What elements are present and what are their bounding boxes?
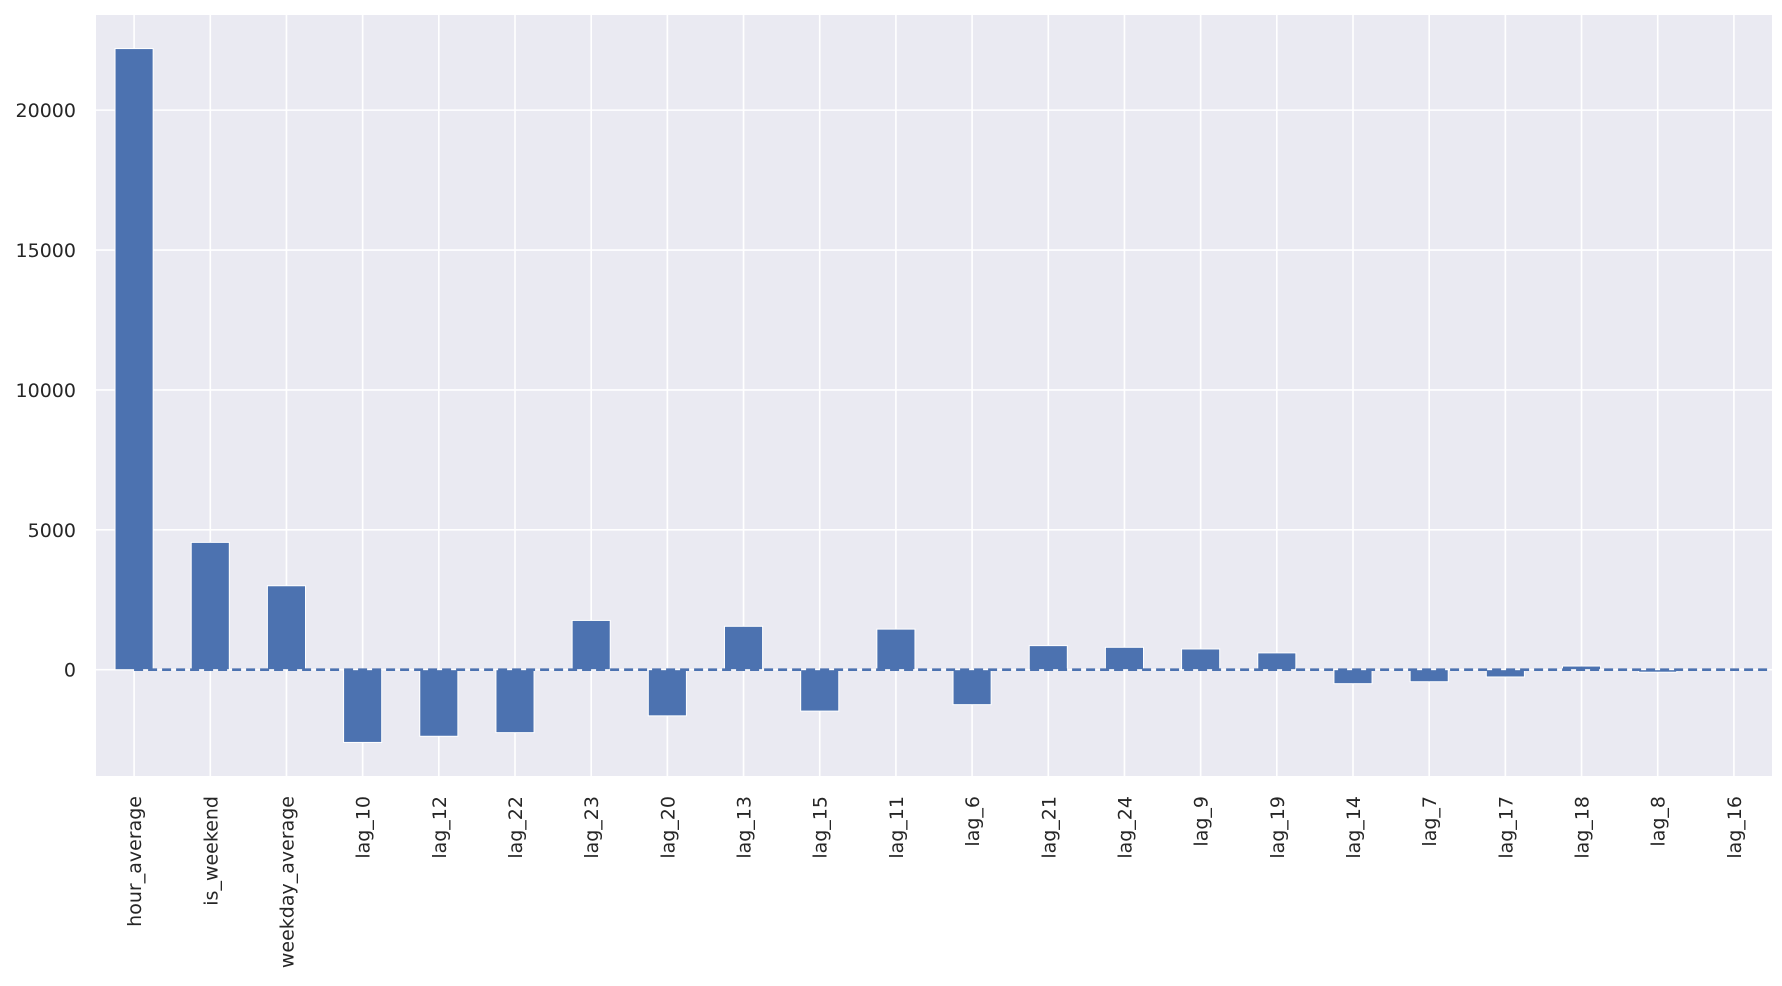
bar-lag_17 xyxy=(1485,669,1525,678)
x-tick-label: lag_13 xyxy=(734,796,756,859)
x-tick-label: lag_12 xyxy=(429,796,451,859)
x-tick-label: lag_11 xyxy=(886,796,908,859)
bar-hour_average xyxy=(114,48,154,671)
x-tick-label: lag_14 xyxy=(1343,796,1365,859)
y-tick-label: 0 xyxy=(64,660,76,682)
x-tick-label: lag_20 xyxy=(657,796,679,859)
x-tick-label: hour_average xyxy=(124,796,146,927)
x-tick-label: lag_23 xyxy=(581,796,603,859)
bar-lag_12 xyxy=(419,669,459,737)
y-tick-label: 20000 xyxy=(16,100,76,122)
x-tick-label: lag_21 xyxy=(1038,796,1060,859)
x-tick-label: lag_6 xyxy=(962,796,984,847)
x-tick-label: lag_19 xyxy=(1267,796,1289,859)
bar-lag_24 xyxy=(1104,646,1144,671)
x-tick-label: is_weekend xyxy=(200,796,222,906)
bar-lag_22 xyxy=(495,669,535,734)
x-tick-label: lag_10 xyxy=(353,796,375,859)
bar-lag_9 xyxy=(1181,648,1221,671)
x-tick-label: lag_16 xyxy=(1724,796,1746,859)
y-axis-tick-labels: 0 5000 10000 15000 20000 xyxy=(16,100,76,682)
x-tick-label: lag_8 xyxy=(1648,796,1670,847)
bar-weekday_average xyxy=(266,585,306,671)
x-tick-label: lag_18 xyxy=(1572,796,1594,859)
x-tick-label: lag_17 xyxy=(1495,796,1517,859)
x-tick-label: lag_24 xyxy=(1114,796,1136,859)
bar-lag_19 xyxy=(1257,652,1297,671)
bar-lag_14 xyxy=(1333,669,1373,685)
bar-is_weekend xyxy=(190,541,230,671)
bar-lag_23 xyxy=(571,619,611,671)
x-axis-tick-labels: hour_average is_weekend weekday_average lag… xyxy=(124,796,1746,968)
bar-lag_11 xyxy=(876,628,916,671)
bar-lag_20 xyxy=(647,669,687,717)
x-tick-label: lag_15 xyxy=(810,796,832,859)
x-tick-label: lag_9 xyxy=(1191,796,1213,847)
y-tick-label: 10000 xyxy=(16,380,76,402)
bar-lag_15 xyxy=(800,669,840,712)
bar-lag_6 xyxy=(952,669,992,706)
x-tick-label: weekday_average xyxy=(276,796,298,968)
x-tick-label: lag_22 xyxy=(505,796,527,859)
bar-lag_21 xyxy=(1028,645,1068,671)
y-tick-label: 15000 xyxy=(16,240,76,262)
bar-lag_8 xyxy=(1638,669,1678,673)
x-tick-label: lag_7 xyxy=(1419,796,1441,847)
bars xyxy=(114,48,1754,743)
bar-lag_10 xyxy=(343,669,383,743)
bar-lag_7 xyxy=(1409,669,1449,683)
plot-background xyxy=(96,15,1772,776)
bar-lag_13 xyxy=(724,625,764,671)
y-tick-label: 5000 xyxy=(28,520,76,542)
